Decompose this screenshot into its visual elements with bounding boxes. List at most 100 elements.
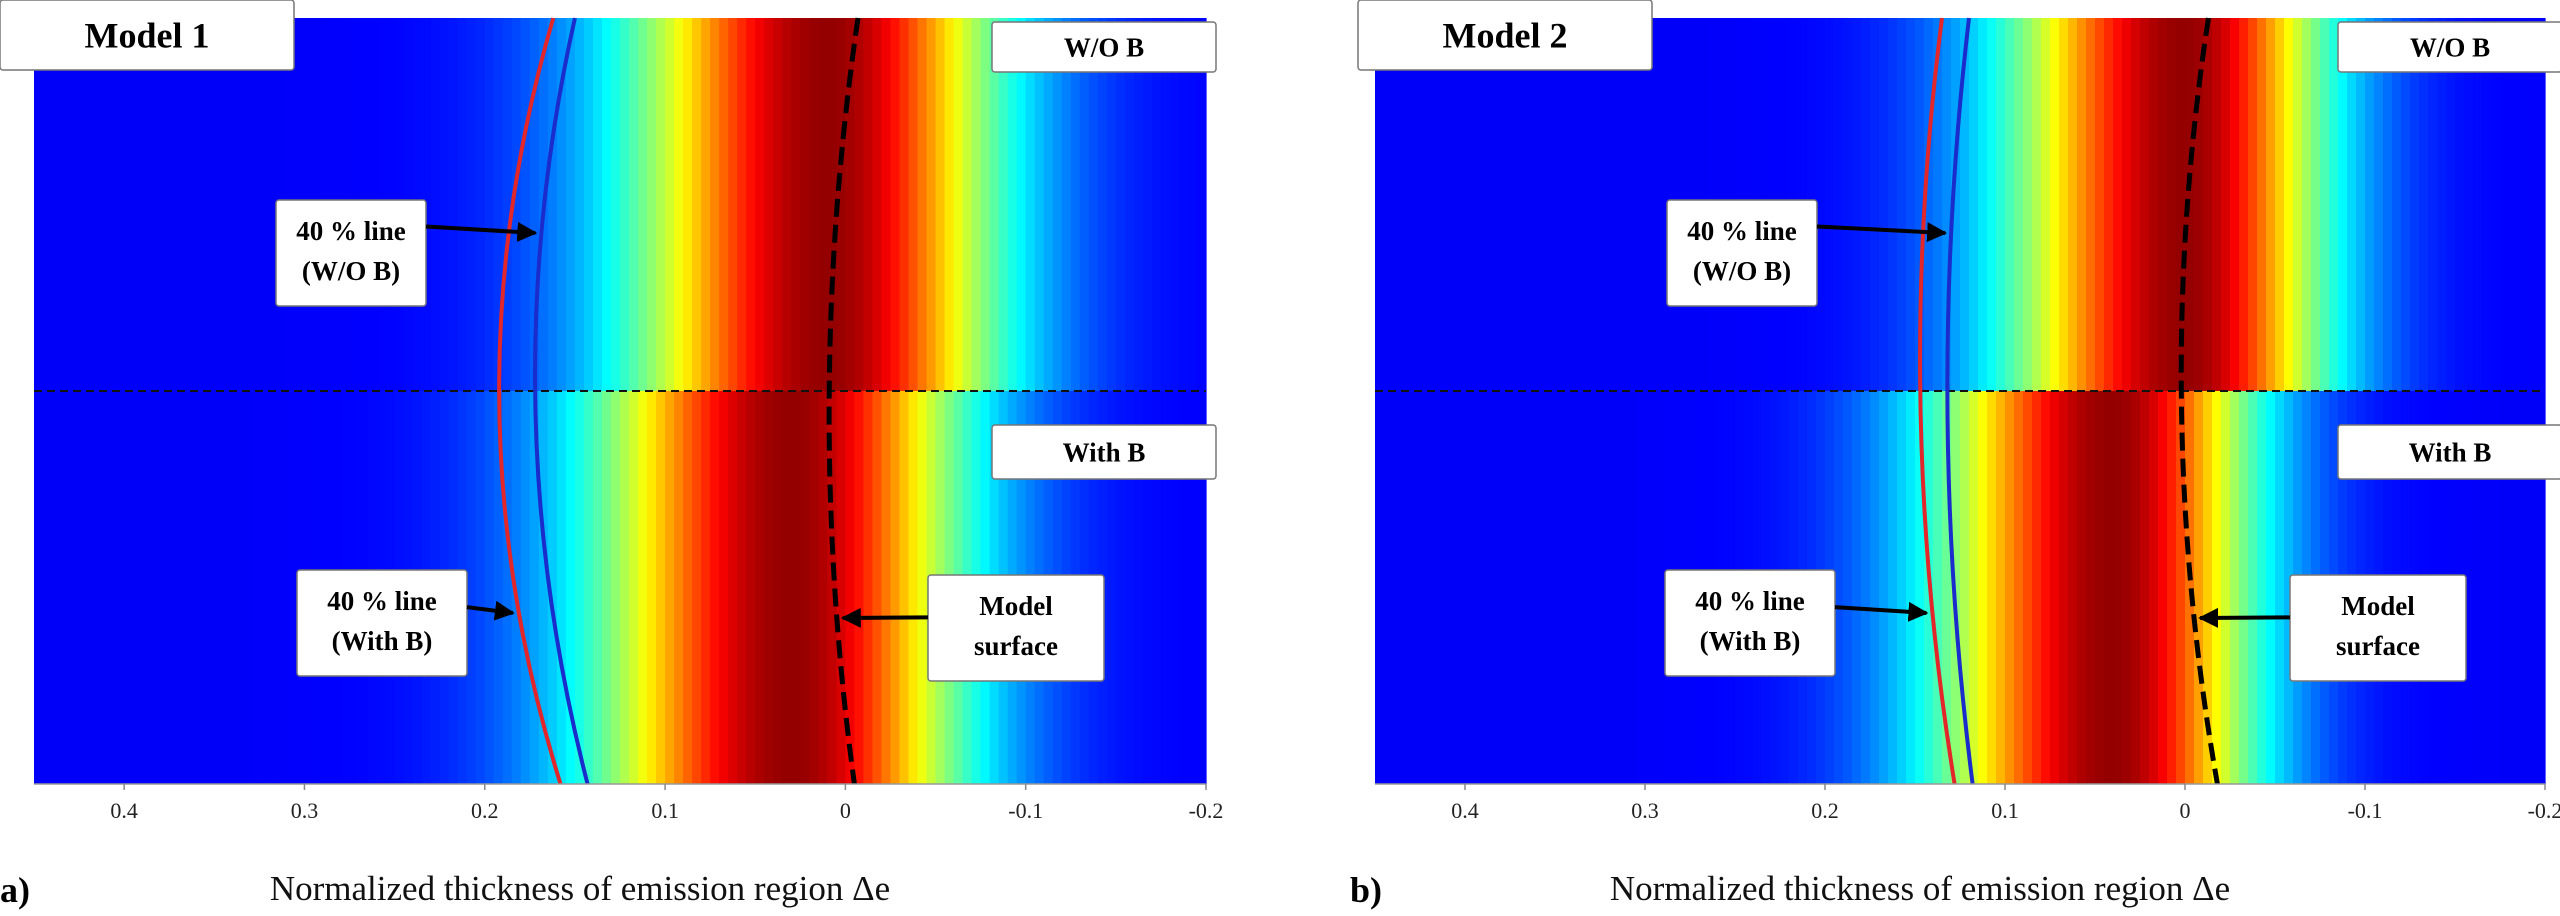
heatmap-cell-wob xyxy=(88,18,98,391)
heatmap-cell-wob xyxy=(935,18,946,391)
heatmap-cell-wob xyxy=(601,18,612,391)
heatmap-cell-wob xyxy=(2437,18,2447,391)
heatmap-cell-wob xyxy=(43,18,53,391)
heatmap-cell-wob xyxy=(448,18,459,391)
heatmap-cell-wob xyxy=(2140,18,2150,391)
heatmap-cell-wob xyxy=(2041,18,2051,391)
x-tick-label: 0.2 xyxy=(1811,798,1839,823)
heatmap-cell-wob xyxy=(1897,18,1907,391)
x-tick-label: 0.4 xyxy=(110,798,138,823)
heatmap-cell-withb xyxy=(773,391,783,784)
heatmap-cell-wob xyxy=(2419,18,2429,391)
heatmap-cell-withb xyxy=(665,391,675,784)
heatmap-cell-wob xyxy=(250,18,260,391)
heatmap-cell-withb xyxy=(1537,391,1547,784)
heatmap-cell-withb xyxy=(764,391,774,784)
heatmap-cell-wob xyxy=(1969,18,1979,391)
heatmap-cell-wob xyxy=(2194,18,2204,391)
heatmap-cell-wob xyxy=(1052,18,1063,391)
heatmap-cell-wob xyxy=(926,18,937,391)
model-surface-curve xyxy=(2178,17,2220,785)
heatmap-cell-withb xyxy=(2185,391,2195,784)
heatmap-cell-withb xyxy=(133,391,143,784)
heatmap-cell-withb xyxy=(592,391,603,784)
heatmap-cell-wob xyxy=(1375,18,1385,391)
heatmap-cell-wob xyxy=(620,18,630,391)
top-condition-label-text: W/O B xyxy=(2410,32,2490,62)
heatmap-cell-withb xyxy=(610,391,621,784)
heatmap-cell-wob xyxy=(899,18,910,391)
heatmap-cell-wob xyxy=(1384,18,1394,391)
heatmap-cell-wob xyxy=(2473,18,2483,391)
heatmap-cell-withb xyxy=(1375,391,1385,784)
x-axis-title: Normalized thickness of emission region … xyxy=(270,869,890,908)
heatmap-cell-wob xyxy=(2005,18,2015,391)
heatmap-cell-withb xyxy=(2032,391,2042,784)
heatmap-cell-withb xyxy=(1564,391,1574,784)
heatmap-cell-wob xyxy=(656,18,666,391)
heatmap-cell-withb xyxy=(520,391,531,784)
heatmap-cell-wob xyxy=(439,18,450,391)
heatmap-cell-wob xyxy=(2095,18,2105,391)
heatmap-cell-wob xyxy=(1636,18,1646,391)
heatmap-cell-withb xyxy=(1187,391,1198,784)
heatmap-cell-withb xyxy=(1888,391,1898,784)
heatmap-cell-withb xyxy=(2482,391,2492,784)
heatmap-cell-withb xyxy=(2086,391,2096,784)
heatmap-cell-withb xyxy=(2104,391,2114,784)
heatmap-cell-wob xyxy=(1879,18,1889,391)
heatmap-cell-wob xyxy=(151,18,161,391)
heatmap-cell-wob xyxy=(2086,18,2096,391)
heatmap-cell-withb xyxy=(151,391,161,784)
heatmap-cell-withb xyxy=(1474,391,1484,784)
heatmap-cell-wob xyxy=(2491,18,2501,391)
heatmap-cell-withb xyxy=(827,391,837,784)
annotation-text: surface xyxy=(2336,631,2420,661)
heatmap-cell-withb xyxy=(2122,391,2132,784)
heatmap-cell-wob xyxy=(1106,18,1117,391)
heatmap-cell-withb xyxy=(1969,391,1979,784)
heatmap-cell-wob xyxy=(953,18,964,391)
heatmap-cell-withb xyxy=(674,391,684,784)
heatmap-cell-withb xyxy=(583,391,594,784)
heatmap-cell-wob xyxy=(2032,18,2042,391)
annotation-text: (W/O B) xyxy=(1693,256,1791,286)
heatmap-cell-withb xyxy=(97,391,107,784)
heatmap-cell-withb xyxy=(106,391,116,784)
heatmap-cell-withb xyxy=(2221,391,2231,784)
heatmap-cell-wob xyxy=(529,18,540,391)
heatmap-cell-wob xyxy=(2455,18,2465,391)
annotation-arrow xyxy=(840,607,929,628)
annotation-text: (W/O B) xyxy=(302,256,400,286)
heatmap-cell-withb xyxy=(1915,391,1925,784)
x-tick-label: 0 xyxy=(840,798,851,823)
annotation-text: 40 % line xyxy=(1695,586,1805,616)
heatmap-cell-withb xyxy=(1609,391,1619,784)
x-axis: 0.4 0.3 0.2 0.1 0 -0.1 -0.2 xyxy=(1375,783,2560,823)
heatmap-cell-wob xyxy=(592,18,603,391)
panel-letter: a) xyxy=(0,870,30,910)
heatmap-cell-wob xyxy=(1933,18,1943,391)
heatmap-cell-wob xyxy=(1546,18,1556,391)
heatmap-cell-wob xyxy=(259,18,269,391)
40-line-w-o-b-curve xyxy=(1945,17,1975,785)
heatmap-cell-withb xyxy=(232,391,242,784)
heatmap-cell-wob xyxy=(917,18,928,391)
heatmap-cell-withb xyxy=(1106,391,1117,784)
heatmap-cell-wob xyxy=(962,18,973,391)
heatmap-cell-wob xyxy=(1160,18,1171,391)
heatmap-cell-wob xyxy=(2257,18,2267,391)
model-label-text: Model 1 xyxy=(85,16,210,56)
heatmap-cell-wob xyxy=(1456,18,1466,391)
annotation-text: Model xyxy=(2341,591,2415,621)
heatmap-cell-wob xyxy=(1097,18,1108,391)
heatmap-cell-wob xyxy=(2149,18,2159,391)
heatmap-cell-wob xyxy=(1070,18,1081,391)
heatmap-cell-withb xyxy=(160,391,170,784)
heatmap-cell-wob xyxy=(719,18,729,391)
heatmap-cell-wob xyxy=(980,18,991,391)
heatmap-cell-wob xyxy=(1996,18,2006,391)
top-condition-label: W/O B xyxy=(991,21,1217,73)
heatmap-cell-withb xyxy=(1160,391,1171,784)
